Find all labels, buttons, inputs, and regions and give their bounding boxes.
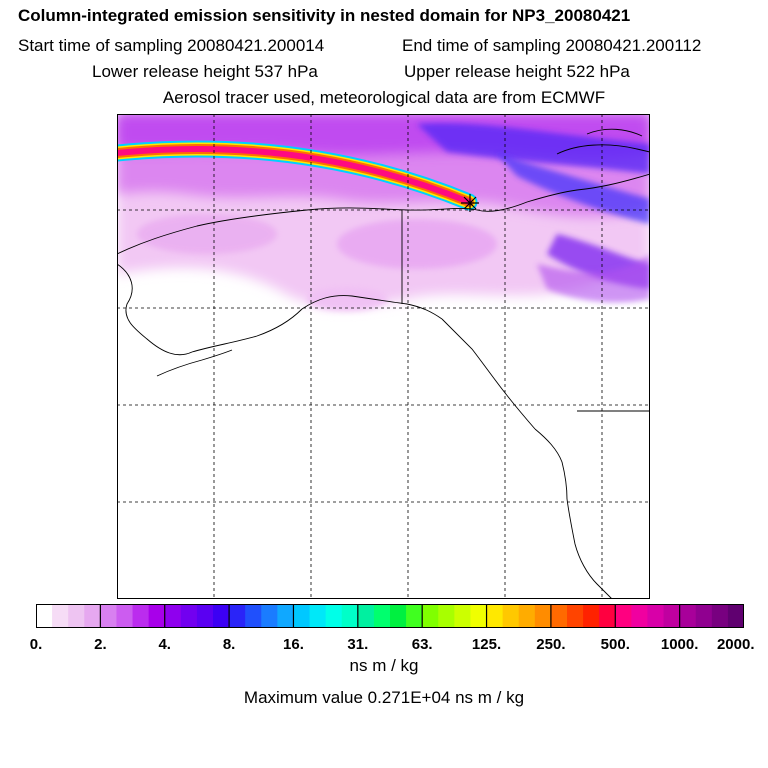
- colorbar-units: ns m / kg: [349, 656, 419, 675]
- colorbar-segment: [422, 604, 439, 628]
- colorbar-segment: [341, 604, 359, 628]
- colorbar: [36, 604, 744, 628]
- colorbar-segment: [213, 604, 230, 628]
- map-frame: [117, 114, 650, 599]
- colorbar-segment: [406, 604, 423, 628]
- colorbar-segment: [293, 604, 311, 628]
- colorbar-segment: [261, 604, 278, 628]
- colorbar-segment: [518, 604, 536, 628]
- colorbar-tick-label: 500.: [600, 636, 630, 653]
- colorbar-segment: [357, 604, 375, 628]
- colorbar-tick-label: 125.: [471, 636, 502, 653]
- colorbar-segment: [454, 604, 471, 628]
- start-time-label: Start time of sampling 20080421.200014: [18, 36, 325, 55]
- colorbar-segment: [309, 604, 327, 628]
- colorbar-segment: [502, 604, 520, 628]
- colorbar-tick-label: 63.: [411, 636, 433, 653]
- colorbar-segment: [550, 604, 568, 628]
- colorbar-segment: [164, 604, 182, 628]
- colorbar-segment: [84, 604, 101, 628]
- release-point-star-icon: [461, 194, 479, 212]
- colorbar-frame: [36, 604, 744, 628]
- colorbar-segment: [36, 604, 53, 628]
- maximum-value-label: Maximum value 0.271E+04 ns m / kg: [243, 688, 525, 707]
- colorbar-segment: [470, 604, 488, 628]
- colorbar-segment: [373, 604, 391, 628]
- colorbar-tick-label: 2000.: [716, 636, 755, 653]
- colorbar-segment: [100, 604, 117, 628]
- colorbar-segment: [534, 604, 552, 628]
- colorbar-tick-label: 16.: [283, 636, 304, 653]
- colorbar-segment: [180, 604, 198, 628]
- colorbar-segment: [390, 604, 407, 628]
- colorbar-segment: [711, 604, 729, 628]
- colorbar-segment: [599, 604, 616, 628]
- colorbar-segment: [229, 604, 246, 628]
- colorbar-segment: [615, 604, 632, 628]
- colorbar-segment: [486, 604, 504, 628]
- colorbar-segment: [647, 604, 665, 628]
- colorbar-tick-label: 0.: [29, 636, 43, 653]
- tracer-info-label: Aerosol tracer used, meteorological data…: [162, 88, 606, 107]
- colorbar-segment: [132, 604, 150, 628]
- colorbar-segment: [277, 604, 294, 628]
- colorbar-segment: [148, 604, 166, 628]
- colorbar-segment: [663, 604, 681, 628]
- colorbar-segment: [325, 604, 343, 628]
- lower-release-label: Lower release height 537 hPa: [92, 62, 318, 81]
- colorbar-segment: [727, 604, 744, 628]
- colorbar-segment: [116, 604, 134, 628]
- colorbar-segment: [196, 604, 214, 628]
- colorbar-segment: [695, 604, 713, 628]
- colorbar-tick-label: 2.: [94, 636, 107, 653]
- sensitivity-field: [117, 114, 650, 311]
- colorbar-segment: [438, 604, 455, 628]
- map-title: Column-integrated emission sensitivity i…: [18, 6, 631, 25]
- colorbar-segment: [583, 604, 600, 628]
- upper-release-label: Upper release height 522 hPa: [404, 62, 630, 81]
- colorbar-segment: [567, 604, 584, 628]
- end-time-label: End time of sampling 20080421.200112: [402, 36, 702, 55]
- colorbar-segment: [245, 604, 262, 628]
- colorbar-segment: [679, 604, 697, 628]
- lat-lon-grid: [117, 114, 650, 599]
- colorbar-tick-label: 250.: [536, 636, 566, 653]
- colorbar-tick-label: 8.: [222, 636, 236, 653]
- emission-sensitivity-map: [117, 114, 650, 599]
- colorbar-tick-label: 4.: [158, 636, 171, 653]
- colorbar-segment: [52, 604, 69, 628]
- coastlines: [117, 128, 650, 599]
- colorbar-segment: [68, 604, 85, 628]
- colorbar-tick-label: 31.: [347, 636, 369, 653]
- colorbar-tick-label: 1000.: [660, 636, 699, 653]
- colorbar-segment: [631, 604, 648, 628]
